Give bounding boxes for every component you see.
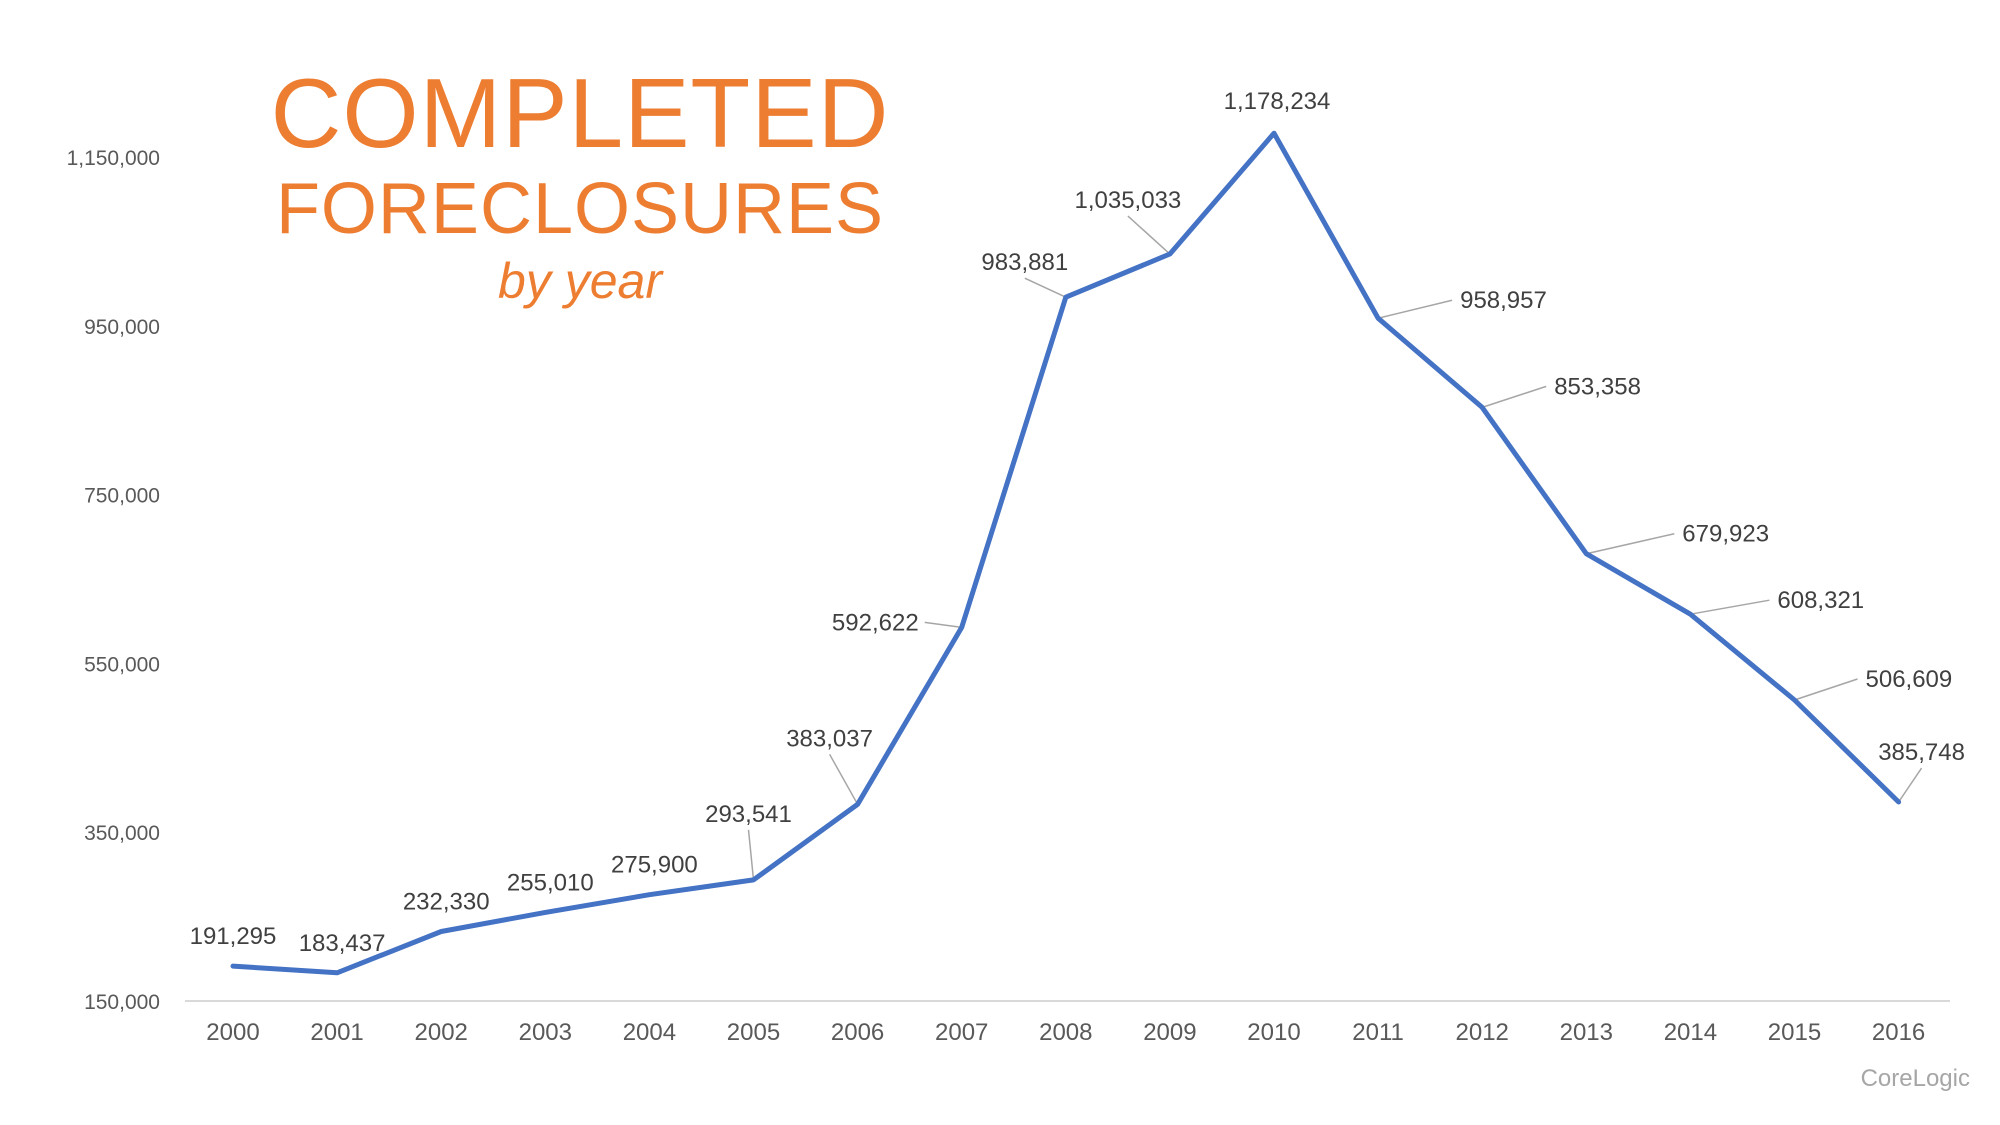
data-label-leader bbox=[1377, 299, 1453, 319]
data-label-leader bbox=[1024, 277, 1067, 298]
x-tick-label: 2016 bbox=[1872, 1019, 1925, 1046]
source-credit: CoreLogic bbox=[1860, 1065, 1970, 1092]
x-tick-label: 2007 bbox=[935, 1019, 988, 1046]
data-label: 385,748 bbox=[1878, 739, 1965, 766]
data-label: 983,881 bbox=[981, 249, 1068, 276]
data-label: 679,923 bbox=[1682, 521, 1769, 548]
data-label-leader bbox=[1586, 533, 1675, 555]
y-tick-label: 150,000 bbox=[84, 991, 160, 1014]
data-label: 293,541 bbox=[705, 801, 792, 828]
x-tick-label: 2010 bbox=[1247, 1019, 1300, 1046]
data-label: 383,037 bbox=[786, 725, 873, 752]
data-label-leader bbox=[924, 621, 962, 629]
x-tick-label: 2006 bbox=[831, 1019, 884, 1046]
x-tick-label: 2011 bbox=[1352, 1019, 1404, 1046]
x-tick-label: 2013 bbox=[1560, 1019, 1613, 1046]
title-line-foreclosures: FORECLOSURES bbox=[275, 169, 885, 249]
chart-title: COMPLETED FORECLOSURES by year bbox=[260, 58, 900, 312]
x-tick-label: 2002 bbox=[415, 1019, 468, 1046]
data-label-leader bbox=[1690, 599, 1770, 615]
data-label: 255,010 bbox=[507, 869, 594, 896]
title-line-by-year: by year bbox=[498, 253, 662, 309]
y-tick-label: 1,150,000 bbox=[67, 147, 160, 170]
x-tick-label: 2014 bbox=[1664, 1019, 1717, 1046]
y-tick-label: 950,000 bbox=[84, 316, 160, 339]
data-label-leader bbox=[1897, 767, 1923, 803]
data-label: 275,900 bbox=[611, 852, 698, 879]
x-tick-label: 2001 bbox=[310, 1019, 363, 1046]
x-tick-label: 2012 bbox=[1456, 1019, 1509, 1046]
x-tick-label: 2015 bbox=[1768, 1019, 1821, 1046]
data-label: 608,321 bbox=[1777, 587, 1864, 614]
y-tick-label: 350,000 bbox=[84, 822, 160, 845]
data-label: 232,330 bbox=[403, 889, 490, 916]
y-tick-label: 750,000 bbox=[84, 485, 160, 508]
data-label-leader bbox=[1794, 678, 1858, 701]
data-label: 1,035,033 bbox=[1075, 187, 1182, 214]
data-label: 592,622 bbox=[832, 609, 919, 636]
data-label: 191,295 bbox=[190, 923, 277, 950]
series-line bbox=[230, 130, 1902, 976]
data-label: 1,178,234 bbox=[1224, 88, 1331, 115]
x-tick-label: 2000 bbox=[206, 1019, 259, 1046]
x-tick-label: 2003 bbox=[519, 1019, 572, 1046]
data-label-leader bbox=[747, 829, 755, 880]
data-label-leader bbox=[828, 753, 859, 805]
data-label-leader bbox=[1127, 215, 1171, 255]
data-label: 853,358 bbox=[1554, 373, 1641, 400]
x-tick-label: 2004 bbox=[623, 1019, 676, 1046]
title-line-completed: COMPLETED bbox=[270, 58, 890, 168]
y-tick-label: 550,000 bbox=[84, 653, 160, 676]
x-tick-label: 2009 bbox=[1143, 1019, 1196, 1046]
data-label: 958,957 bbox=[1460, 287, 1547, 314]
x-tick-label: 2008 bbox=[1039, 1019, 1092, 1046]
data-label-leader bbox=[1481, 385, 1547, 409]
data-label: 183,437 bbox=[299, 930, 386, 957]
data-label: 506,609 bbox=[1866, 666, 1953, 693]
x-tick-label: 2005 bbox=[727, 1019, 780, 1046]
